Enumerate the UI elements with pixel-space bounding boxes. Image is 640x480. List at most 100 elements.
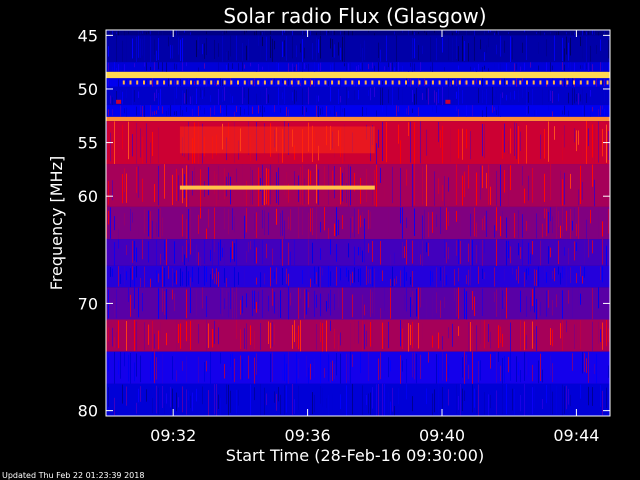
noise-streak xyxy=(604,79,605,87)
noise-streak xyxy=(262,105,263,117)
noise-streak xyxy=(324,368,325,378)
noise-streak xyxy=(436,330,437,348)
noise-streak xyxy=(548,121,549,162)
noise-streak xyxy=(410,324,411,346)
noise-streak xyxy=(512,388,513,411)
noise-streak xyxy=(182,110,183,116)
noise-streak xyxy=(348,63,349,71)
noise-streak xyxy=(326,320,327,352)
noise-streak xyxy=(554,35,555,61)
noise-streak xyxy=(156,110,157,115)
noise-streak xyxy=(130,294,131,317)
noise-streak xyxy=(210,107,211,117)
noise-streak xyxy=(508,165,509,207)
noise-streak xyxy=(608,39,609,59)
noise-streak xyxy=(114,336,115,348)
noise-streak xyxy=(136,288,137,319)
noise-streak xyxy=(578,207,579,239)
noise-streak xyxy=(412,291,413,305)
noise-streak xyxy=(544,32,545,35)
noise-streak xyxy=(204,63,205,69)
noise-streak xyxy=(456,30,457,33)
noise-streak xyxy=(432,393,433,416)
noise-streak xyxy=(330,289,331,316)
periodic-marker xyxy=(472,80,475,85)
noise-streak xyxy=(586,63,587,70)
noise-streak xyxy=(108,46,109,57)
noise-streak xyxy=(220,398,221,416)
noise-streak xyxy=(214,80,215,85)
noise-streak xyxy=(454,269,455,286)
noise-streak xyxy=(424,30,425,33)
noise-streak xyxy=(386,105,387,117)
noise-streak xyxy=(344,63,345,67)
noise-streak xyxy=(342,108,343,113)
noise-streak xyxy=(124,64,125,72)
noise-streak xyxy=(548,89,549,102)
noise-streak xyxy=(228,292,229,318)
noise-streak xyxy=(114,298,115,318)
noise-streak xyxy=(410,62,411,67)
noise-streak xyxy=(230,176,231,205)
noise-streak xyxy=(200,257,201,266)
noise-streak xyxy=(586,31,587,35)
noise-streak xyxy=(206,319,207,351)
noise-streak xyxy=(154,111,155,116)
noise-streak xyxy=(198,37,199,50)
noise-streak xyxy=(190,277,191,287)
noise-streak xyxy=(214,273,215,284)
noise-streak xyxy=(568,42,569,61)
noise-streak xyxy=(248,79,249,86)
noise-streak xyxy=(470,239,471,265)
periodic-marker xyxy=(418,80,421,85)
noise-streak xyxy=(148,31,149,34)
noise-streak xyxy=(302,270,303,284)
noise-streak xyxy=(238,63,239,71)
noise-streak xyxy=(526,35,527,61)
noise-streak xyxy=(416,82,417,86)
noise-streak xyxy=(592,30,593,35)
noise-streak xyxy=(178,324,179,343)
noise-streak xyxy=(288,30,289,34)
noise-streak xyxy=(404,266,405,288)
noise-streak xyxy=(460,240,461,264)
periodic-marker xyxy=(431,80,434,85)
noise-streak xyxy=(218,62,219,72)
noise-streak xyxy=(270,353,271,383)
noise-streak xyxy=(254,330,255,350)
noise-streak xyxy=(582,126,583,160)
noise-streak xyxy=(180,268,181,287)
noise-streak xyxy=(342,215,343,230)
noise-streak xyxy=(360,247,361,256)
noise-streak xyxy=(288,216,289,230)
noise-streak xyxy=(184,93,185,104)
noise-streak xyxy=(466,62,467,68)
noise-streak xyxy=(506,287,507,319)
noise-streak xyxy=(506,63,507,71)
noise-streak xyxy=(238,389,239,406)
periodic-marker xyxy=(519,80,522,85)
noise-streak xyxy=(348,30,349,36)
noise-streak xyxy=(256,105,257,116)
noise-streak xyxy=(486,45,487,54)
noise-streak xyxy=(178,31,179,36)
noise-streak xyxy=(582,88,583,104)
noise-streak xyxy=(274,40,275,50)
noise-streak xyxy=(142,106,143,117)
noise-streak xyxy=(402,87,403,105)
noise-streak xyxy=(162,106,163,114)
noise-streak xyxy=(420,287,421,308)
noise-streak xyxy=(412,90,413,103)
enhanced-block xyxy=(179,126,375,154)
noise-streak xyxy=(600,329,601,342)
noise-streak xyxy=(198,214,199,234)
periodic-marker xyxy=(257,80,260,85)
noise-streak xyxy=(400,270,401,287)
noise-streak xyxy=(180,105,181,116)
noise-streak xyxy=(176,30,177,36)
noise-streak xyxy=(194,166,195,191)
noise-streak xyxy=(334,44,335,58)
noise-streak xyxy=(534,385,535,409)
noise-streak xyxy=(352,271,353,283)
